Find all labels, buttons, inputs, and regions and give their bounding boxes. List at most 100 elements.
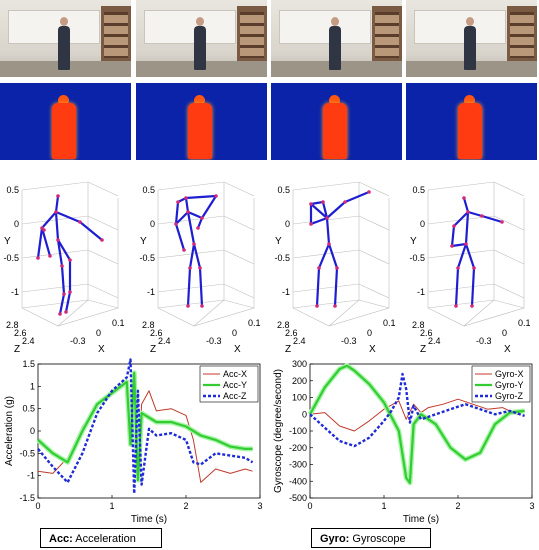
legend-label: Acc-Y xyxy=(223,380,247,390)
box-edge xyxy=(193,182,225,327)
grid-line xyxy=(427,181,525,197)
y-tick-label: -200 xyxy=(289,443,307,453)
skeleton-joint xyxy=(315,304,319,308)
rgb-frame-4 xyxy=(406,0,537,77)
skeleton-joint xyxy=(186,210,190,214)
skeleton-joint xyxy=(317,266,321,270)
z-tick-label: 2.6 xyxy=(150,328,163,338)
y-tick-label: -100 xyxy=(289,426,307,436)
y-tick-label: 300 xyxy=(292,359,307,369)
x-tick-label: 1 xyxy=(381,501,386,511)
skeleton-bone xyxy=(309,202,329,220)
skeleton-joint xyxy=(188,266,192,270)
z-axis-label: Z xyxy=(285,344,291,355)
skeleton-joint xyxy=(176,200,180,204)
skeleton-bone xyxy=(464,210,470,246)
legend-label: Acc-X xyxy=(223,369,247,379)
skeleton-bone xyxy=(462,196,470,214)
y-tick-label: -0.5 xyxy=(274,253,290,263)
x-tick-label: 0 xyxy=(502,328,507,338)
box-edge xyxy=(427,299,525,309)
y-axis-label: Acceleration (g) xyxy=(4,396,15,466)
grid-line xyxy=(157,249,255,265)
skeleton-bone xyxy=(186,266,192,308)
z-tick-label: 2.4 xyxy=(293,336,306,346)
y-tick-label: 1.5 xyxy=(22,359,35,369)
x-tick-label: 0.1 xyxy=(248,318,261,328)
z-tick-label: 2.6 xyxy=(14,328,27,338)
skeleton-grid xyxy=(292,181,390,327)
x-tick-label: 3 xyxy=(257,501,262,511)
grid-line xyxy=(427,283,525,299)
x-axis-label: Time (s) xyxy=(131,514,167,525)
skeleton-bone xyxy=(317,242,331,270)
skeleton-bone xyxy=(186,210,196,246)
skeleton-joint xyxy=(196,226,200,230)
skeleton-joint xyxy=(48,254,52,258)
skeleton-joint xyxy=(198,266,202,270)
skeleton-joint xyxy=(456,266,460,270)
skeleton-bone xyxy=(464,242,476,270)
x-tick-label: 1 xyxy=(109,501,114,511)
y-tick-label: -1 xyxy=(11,287,19,297)
y-tick-label: -300 xyxy=(289,460,307,470)
skeleton-bone xyxy=(188,242,196,270)
skeleton-bone xyxy=(40,210,58,230)
gyro-caption-abbr: Gyro: xyxy=(320,533,350,545)
acceleration-chart: 0 1 2 3 1.5 1 0.5 0 -0.5 -1 -1.5 Time (s) Accelerati… xyxy=(4,358,263,525)
y-axis-label: Y xyxy=(4,236,11,247)
acc-caption: Acc: Acceleration xyxy=(40,528,162,548)
skeleton-joint xyxy=(184,196,188,200)
depth-frame-1 xyxy=(0,83,131,160)
skeleton-bone xyxy=(343,190,371,204)
rgb-frame-3 xyxy=(271,0,402,77)
y-tick-label: 1 xyxy=(30,381,35,391)
skeleton-bone xyxy=(36,226,44,260)
skeleton-bone xyxy=(325,216,331,246)
skeleton-joint xyxy=(214,194,218,198)
grid-line xyxy=(21,181,119,197)
skeleton-bone xyxy=(327,242,339,270)
y-tick-label: -1 xyxy=(282,287,290,297)
skeleton-joint xyxy=(62,292,66,296)
x-tick-label: 0 xyxy=(35,501,40,511)
skeleton-bone xyxy=(309,216,329,226)
y-tick-label: 0 xyxy=(30,426,35,436)
grid-line xyxy=(292,181,390,197)
y-tick-label: 100 xyxy=(292,393,307,403)
skeleton-joint xyxy=(192,242,196,246)
series-line-gyro-y xyxy=(309,364,525,484)
y-tick-label: -1 xyxy=(417,287,425,297)
z-tick-label: 2.8 xyxy=(6,320,19,330)
skeleton-grid xyxy=(21,181,119,327)
grid-line xyxy=(157,283,255,299)
skeleton-bone xyxy=(456,242,468,270)
skeleton-joint xyxy=(64,310,68,314)
box-edge xyxy=(292,299,390,309)
skeleton-joint xyxy=(335,266,339,270)
skeleton-bone xyxy=(40,226,52,258)
z-axis-label: Z xyxy=(14,344,20,355)
skeleton-bone xyxy=(198,266,204,308)
z-tick-label: 2.8 xyxy=(142,320,155,330)
y-tick-label: -500 xyxy=(289,493,307,503)
legend-label: Gyro-Z xyxy=(495,391,524,401)
skeleton-joint xyxy=(78,220,82,224)
skeleton-joint xyxy=(68,258,72,262)
skeleton-joint xyxy=(36,256,40,260)
depth-frame-4 xyxy=(406,83,537,160)
grid-line xyxy=(292,215,390,231)
skeleton-bone xyxy=(54,210,60,242)
skeleton-joint xyxy=(325,216,329,220)
skeleton-bone xyxy=(78,220,104,242)
y-axis-label: Y xyxy=(410,236,417,247)
y-tick-label: 0.5 xyxy=(412,185,425,195)
x-tick-label: 0.1 xyxy=(518,318,531,328)
z-tick-label: 2.4 xyxy=(158,336,171,346)
skeleton-joint xyxy=(309,202,313,206)
grid-line xyxy=(157,215,255,231)
skeleton-joint xyxy=(321,200,325,204)
y-tick-label: 0.5 xyxy=(142,185,155,195)
skeleton-joint xyxy=(462,196,466,200)
y-tick-label: 0 xyxy=(14,219,19,229)
